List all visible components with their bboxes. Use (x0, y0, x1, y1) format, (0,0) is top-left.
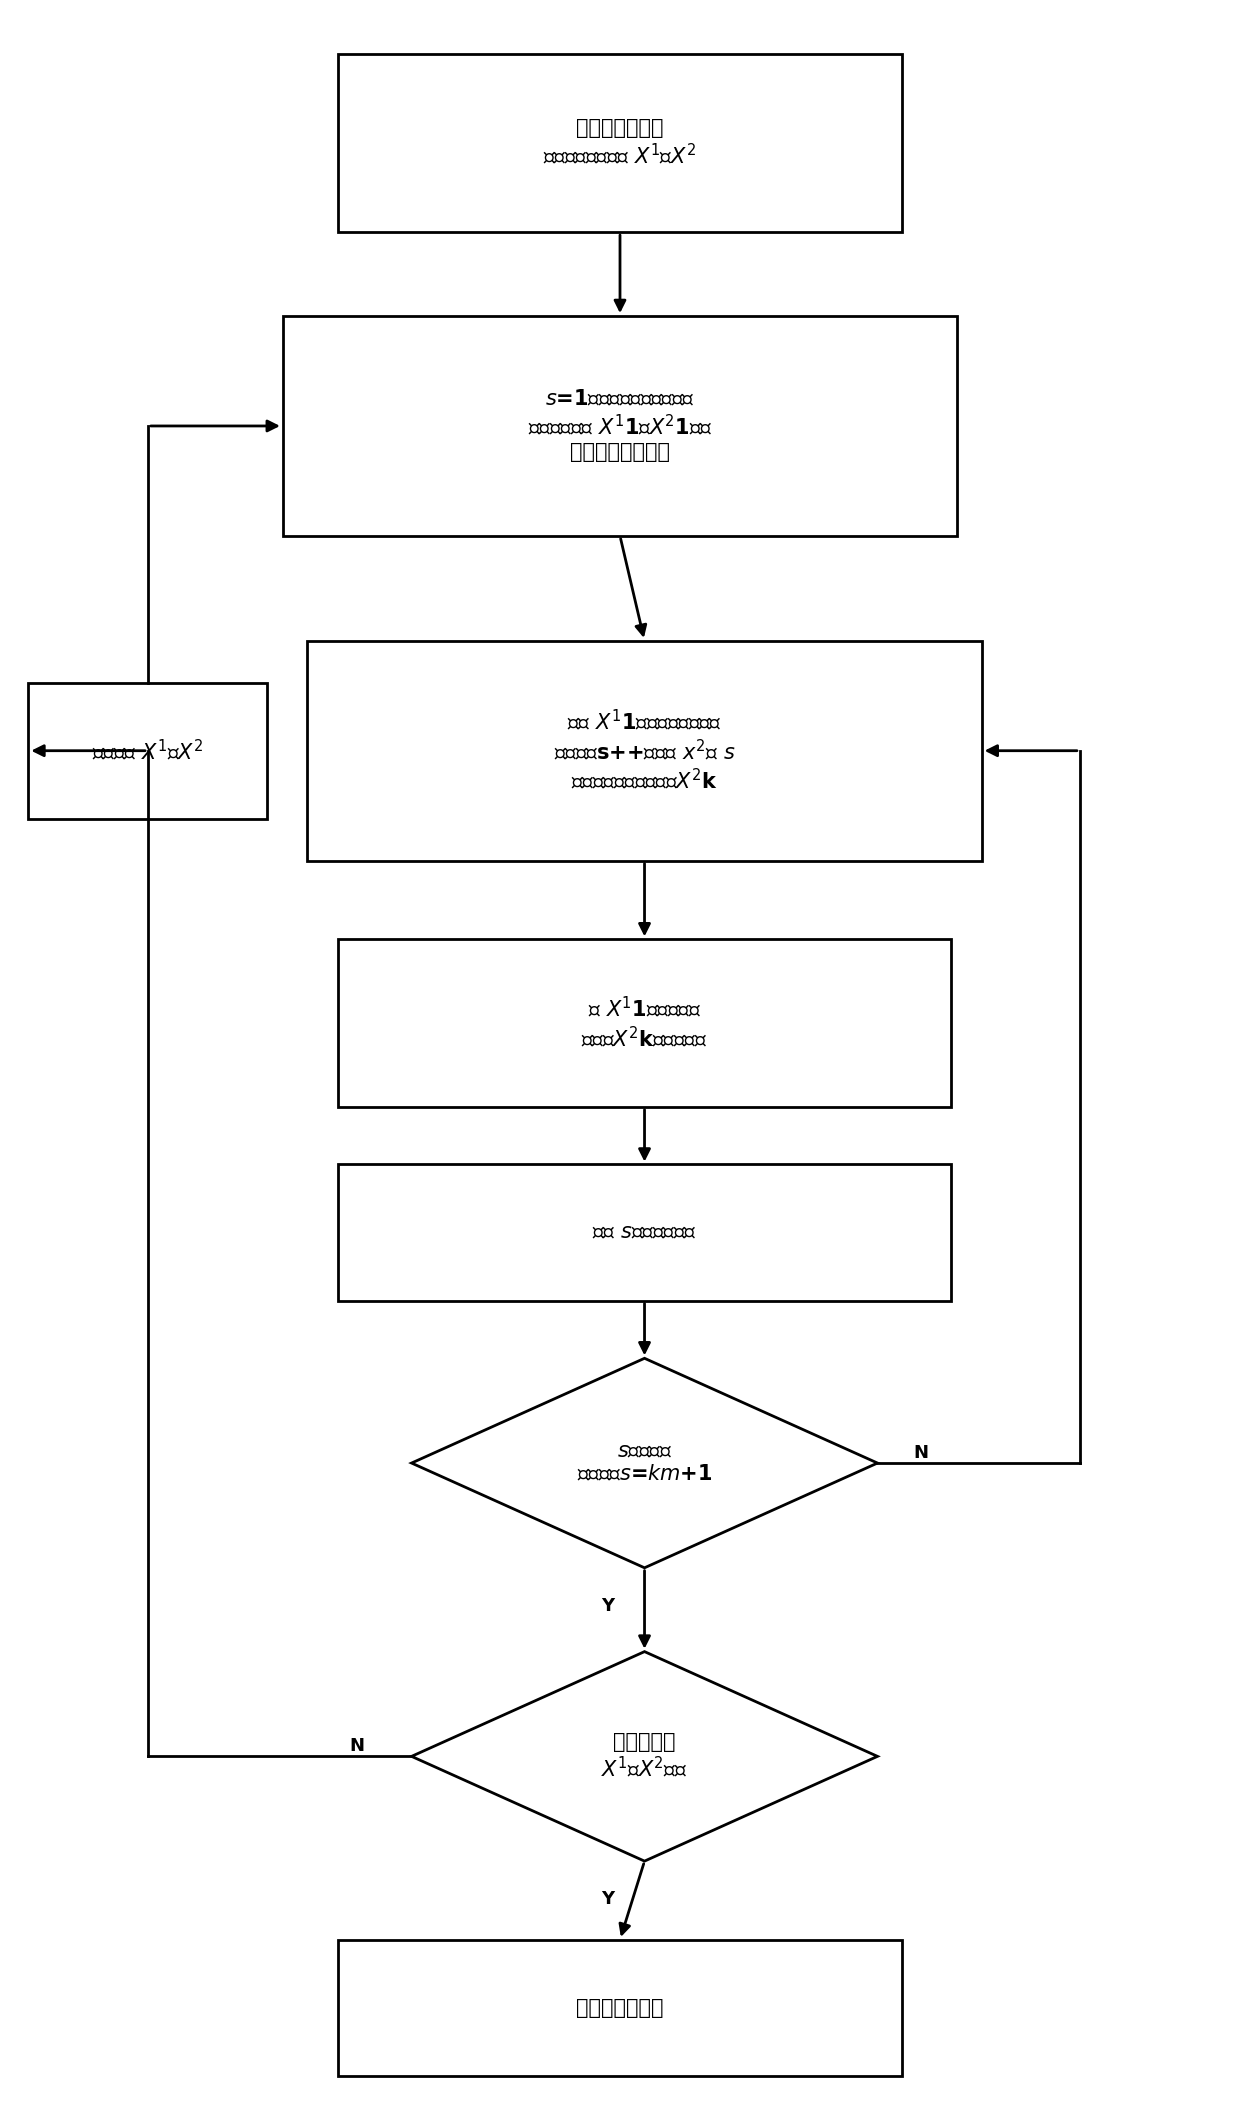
Text: $s$达到最大
级数，即$s$=$km$+1: $s$达到最大 级数，即$s$=$km$+1 (577, 1440, 712, 1485)
Text: 建立 $s$级等价字符表: 建立 $s$级等价字符表 (593, 1223, 697, 1242)
Bar (308, 641, 982, 860)
Text: N: N (348, 1738, 363, 1755)
Text: $s$=1，时间特征一级差分处
理，得到序列 $X^1$1、$X^2$1，同
时得到符号化序列: $s$=1，时间特征一级差分处 理，得到序列 $X^1$1、$X^2$1，同 时… (528, 390, 712, 462)
Bar (29, 683, 268, 818)
Text: 读取两组待比较
原始时间序列数据 $X^1$、$X^2$: 读取两组待比较 原始时间序列数据 $X^1$、$X^2$ (543, 118, 697, 169)
Text: Y: Y (601, 1890, 614, 1909)
Text: 选定 $X^1$1作为待扫描序列，
差分级数s++，序列 $x^2$做 $s$
级差分处理，得到序列$X^2$k: 选定 $X^1$1作为待扫描序列， 差分级数s++，序列 $x^2$做 $s$ … (554, 709, 735, 793)
Polygon shape (412, 1651, 878, 1860)
Text: 是否交换过
$X^1$、$X^2$序列: 是否交换过 $X^1$、$X^2$序列 (601, 1731, 688, 1782)
Bar (339, 1940, 901, 2075)
Text: N: N (913, 1443, 928, 1462)
Bar (339, 1164, 951, 1301)
Text: Y: Y (601, 1597, 614, 1615)
Text: 输出等价字符表: 输出等价字符表 (577, 1997, 663, 2018)
Text: 对 $X^1$1进行扫描，
搜索出$X^2$k中所有的值: 对 $X^1$1进行扫描， 搜索出$X^2$k中所有的值 (582, 995, 708, 1050)
Bar (339, 939, 951, 1107)
Bar (283, 316, 957, 536)
Text: 交换序列 $X^1$、$X^2$: 交换序列 $X^1$、$X^2$ (92, 738, 203, 763)
Polygon shape (412, 1358, 878, 1567)
Bar (339, 55, 901, 232)
